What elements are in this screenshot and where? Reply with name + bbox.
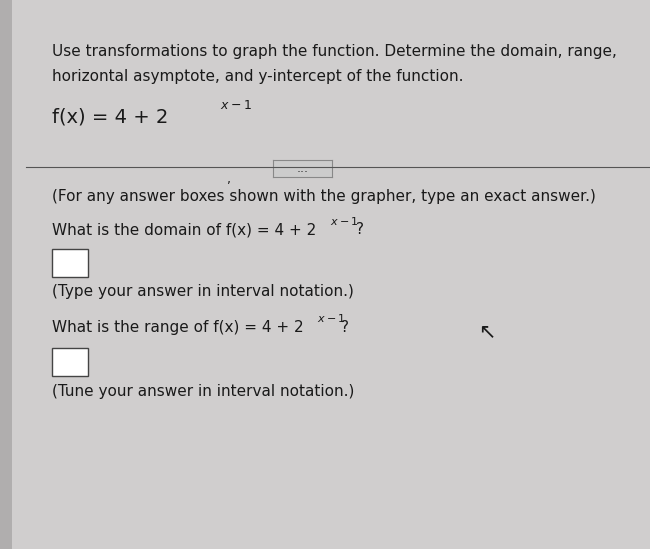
Text: f(x) = 4 + 2: f(x) = 4 + 2 bbox=[52, 107, 168, 126]
Text: ?: ? bbox=[356, 222, 364, 237]
Text: (Tune your answer in interval notation.): (Tune your answer in interval notation.) bbox=[52, 384, 354, 399]
Text: Use transformations to graph the function. Determine the domain, range,: Use transformations to graph the functio… bbox=[52, 44, 617, 59]
Text: $x-1$: $x-1$ bbox=[330, 215, 359, 227]
Text: $x-1$: $x-1$ bbox=[317, 312, 345, 324]
Text: ...: ... bbox=[296, 162, 308, 175]
Text: (For any answer boxes shown with the grapher, type an exact answer.): (For any answer boxes shown with the gra… bbox=[52, 189, 596, 204]
Text: (Type your answer in interval notation.): (Type your answer in interval notation.) bbox=[52, 284, 354, 299]
Text: What is the range of f(x) = 4 + 2: What is the range of f(x) = 4 + 2 bbox=[52, 320, 304, 334]
Text: ?: ? bbox=[341, 320, 349, 334]
Text: ,: , bbox=[227, 173, 231, 186]
Text: horizontal asymptote, and y-intercept of the function.: horizontal asymptote, and y-intercept of… bbox=[52, 69, 463, 83]
Text: $x-1$: $x-1$ bbox=[220, 99, 252, 112]
Text: What is the domain of f(x) = 4 + 2: What is the domain of f(x) = 4 + 2 bbox=[52, 222, 317, 237]
Text: ↖: ↖ bbox=[478, 321, 495, 341]
